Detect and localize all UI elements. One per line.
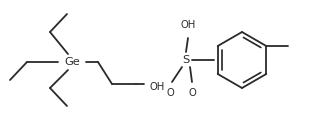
- Text: O: O: [188, 88, 196, 98]
- Text: S: S: [183, 55, 190, 65]
- Text: OH: OH: [149, 82, 164, 92]
- Text: Ge: Ge: [64, 57, 80, 67]
- Text: OH: OH: [180, 20, 196, 30]
- Text: O: O: [166, 88, 174, 98]
